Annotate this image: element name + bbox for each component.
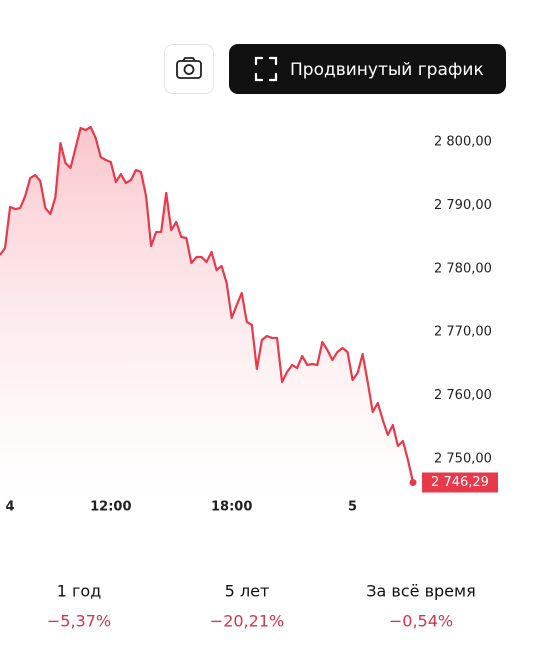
period-label: 1 год (57, 582, 102, 601)
y-tick-label: 2 800,00 (434, 135, 492, 150)
y-tick-label: 2 780,00 (434, 261, 492, 276)
period-label: За всё время (366, 582, 475, 601)
y-tick-label: 2 790,00 (434, 198, 492, 213)
x-tick-label: 12:00 (90, 500, 131, 515)
x-tick-label: 5 (348, 500, 357, 515)
y-tick-label: 2 760,00 (434, 388, 492, 403)
camera-button[interactable] (164, 44, 214, 94)
period-change: −0,54% (389, 612, 453, 631)
button-label: Продвинутый график (290, 60, 484, 80)
x-tick-label: 4 (6, 500, 15, 515)
line (0, 125, 415, 483)
advanced-chart-button[interactable]: Продвинутый график (229, 44, 506, 94)
value-label: 2 746,29 (431, 475, 489, 490)
last-point (409, 478, 417, 486)
value-label-box (422, 472, 498, 493)
plot: 2 750,00 2 760,00 2 770,00 2 780,00 2 790,00… (0, 125, 498, 515)
period-label: 5 лет (225, 582, 270, 601)
stat-periods: 1 год 5 лет За всё время −5,37% −20,21% … (47, 582, 476, 631)
x-tick-label: 18:00 (211, 500, 252, 515)
y-tick-label: 2 750,00 (434, 451, 492, 466)
y-tick-label: 2 770,00 (434, 325, 492, 340)
period-change: −20,21% (210, 612, 284, 631)
area (0, 127, 413, 497)
period-change: −5,37% (47, 612, 111, 631)
